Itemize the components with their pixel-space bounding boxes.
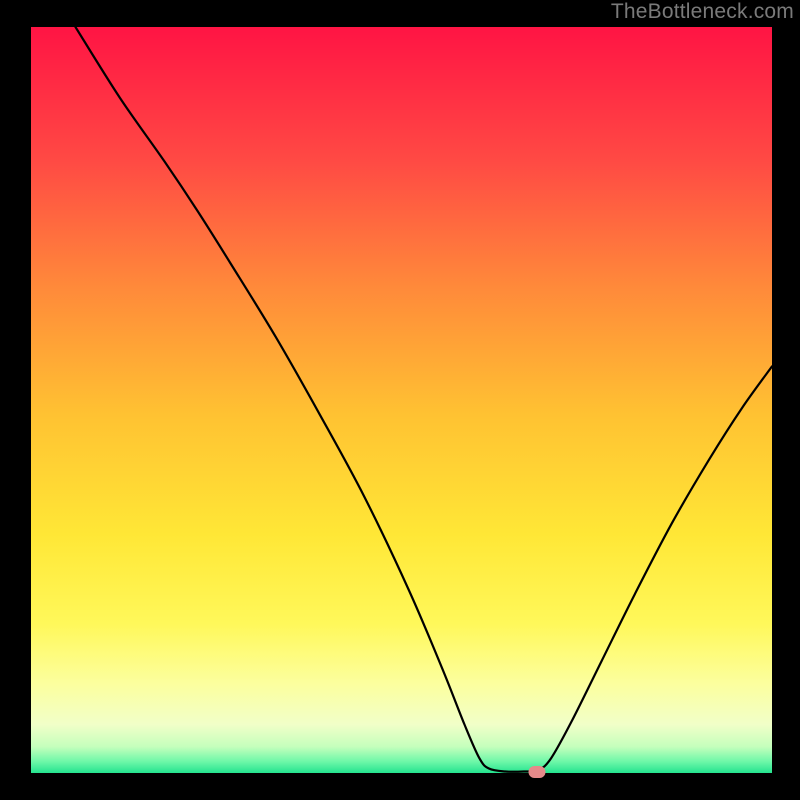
curve-line: [75, 27, 772, 772]
plot-area: [31, 27, 772, 773]
watermark-label: TheBottleneck.com: [611, 0, 794, 24]
bottleneck-curve: [31, 27, 772, 773]
optimum-marker: [529, 766, 546, 778]
chart-container: TheBottleneck.com: [0, 0, 800, 800]
